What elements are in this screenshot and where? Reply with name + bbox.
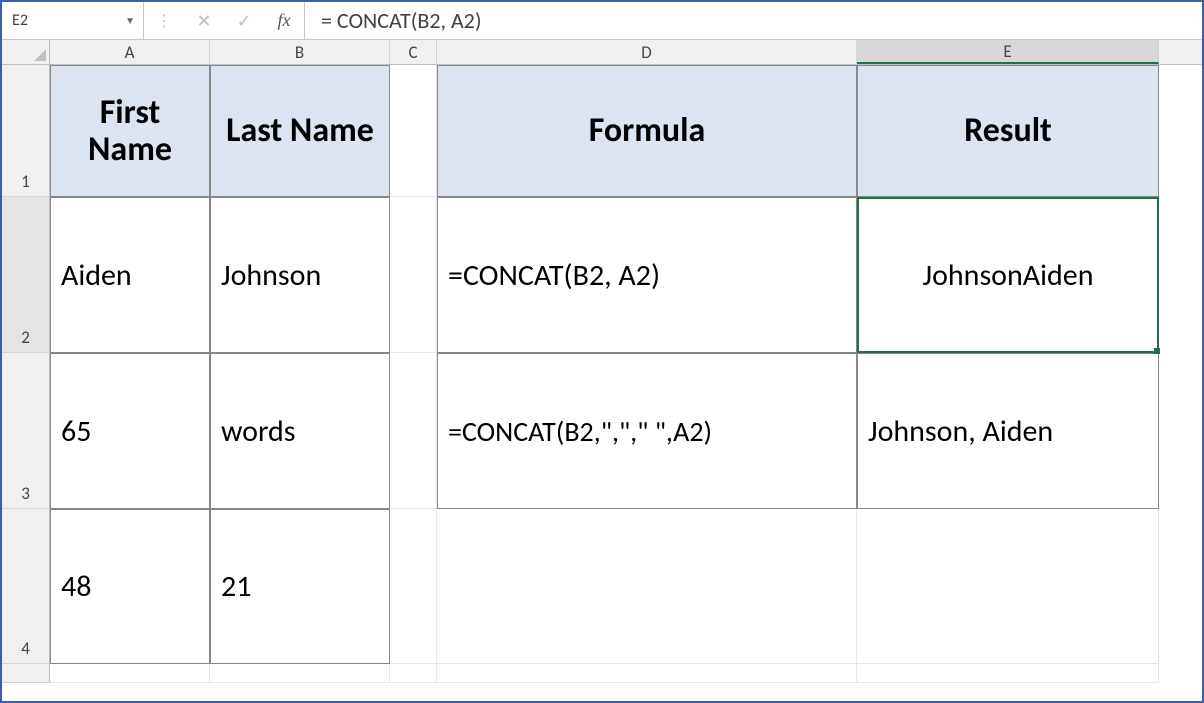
- cell-E1[interactable]: Result: [857, 65, 1159, 197]
- name-box-chevron-icon[interactable]: ▼: [125, 14, 135, 27]
- cell-C5[interactable]: [390, 664, 437, 683]
- cell-A2[interactable]: Aiden: [50, 197, 210, 353]
- cell-E4[interactable]: [857, 509, 1159, 664]
- cell-B3[interactable]: words: [210, 353, 390, 509]
- cell-E3[interactable]: Johnson, Aiden: [857, 353, 1159, 509]
- cell-C1[interactable]: [390, 65, 437, 197]
- row-header-2[interactable]: 2: [2, 197, 50, 353]
- col-header-B[interactable]: B: [210, 40, 390, 64]
- cell-A1[interactable]: First Name: [50, 65, 210, 197]
- fx-icon[interactable]: fx: [264, 2, 304, 39]
- row-4: 48 21: [50, 509, 1202, 664]
- cell-A3[interactable]: 65: [50, 353, 210, 509]
- grid-body: 1 2 3 4 First Name Last Name Formula Res…: [2, 65, 1202, 701]
- row-header-3[interactable]: 3: [2, 353, 50, 509]
- cell-B4[interactable]: 21: [210, 509, 390, 664]
- excel-window: E2 ▼ ⋮ ✕ ✓ fx = CONCAT(B2, A2) A B C D E…: [0, 0, 1204, 703]
- column-headers: A B C D E: [2, 40, 1202, 65]
- cell-C2[interactable]: [390, 197, 437, 353]
- row-3: 65 words =CONCAT(B2,","," ",A2) Johnson,…: [50, 353, 1202, 509]
- cell-D1[interactable]: Formula: [437, 65, 857, 197]
- col-header-A[interactable]: A: [50, 40, 210, 64]
- accept-formula-icon[interactable]: ✓: [224, 2, 264, 39]
- cell-C3[interactable]: [390, 353, 437, 509]
- formula-bar-dots-icon[interactable]: ⋮: [144, 2, 184, 39]
- row-5: [50, 664, 1202, 683]
- row-header-4[interactable]: 4: [2, 509, 50, 664]
- cell-D5[interactable]: [437, 664, 857, 683]
- formula-bar-tools: ⋮ ✕ ✓ fx: [144, 2, 305, 39]
- cell-D2[interactable]: =CONCAT(B2, A2): [437, 197, 857, 353]
- cell-A4[interactable]: 48: [50, 509, 210, 664]
- cell-A5[interactable]: [50, 664, 210, 683]
- formula-input[interactable]: = CONCAT(B2, A2): [305, 7, 1202, 34]
- cells-area: First Name Last Name Formula Result Aide…: [50, 65, 1202, 701]
- name-box[interactable]: E2 ▼: [2, 2, 144, 39]
- formula-text: = CONCAT(B2, A2): [321, 7, 482, 34]
- name-box-value: E2: [12, 11, 28, 30]
- formula-bar: E2 ▼ ⋮ ✕ ✓ fx = CONCAT(B2, A2): [2, 2, 1202, 40]
- cell-C4[interactable]: [390, 509, 437, 664]
- cancel-formula-icon[interactable]: ✕: [184, 2, 224, 39]
- row-header-5[interactable]: [2, 664, 50, 683]
- cell-B5[interactable]: [210, 664, 390, 683]
- row-headers: 1 2 3 4: [2, 65, 50, 701]
- cell-D3[interactable]: =CONCAT(B2,","," ",A2): [437, 353, 857, 509]
- select-all-corner[interactable]: [2, 40, 50, 64]
- cell-D4[interactable]: [437, 509, 857, 664]
- cell-E5[interactable]: [857, 664, 1159, 683]
- row-header-1[interactable]: 1: [2, 65, 50, 197]
- col-header-C[interactable]: C: [390, 40, 437, 64]
- col-header-D[interactable]: D: [437, 40, 857, 64]
- row-1: First Name Last Name Formula Result: [50, 65, 1202, 197]
- cell-E2[interactable]: JohnsonAiden: [857, 197, 1159, 353]
- col-header-E[interactable]: E: [857, 40, 1159, 64]
- spreadsheet-grid: A B C D E 1 2 3 4 First Name Last Name F…: [2, 40, 1202, 701]
- cell-B2[interactable]: Johnson: [210, 197, 390, 353]
- cell-B1[interactable]: Last Name: [210, 65, 390, 197]
- row-2: Aiden Johnson =CONCAT(B2, A2) JohnsonAid…: [50, 197, 1202, 353]
